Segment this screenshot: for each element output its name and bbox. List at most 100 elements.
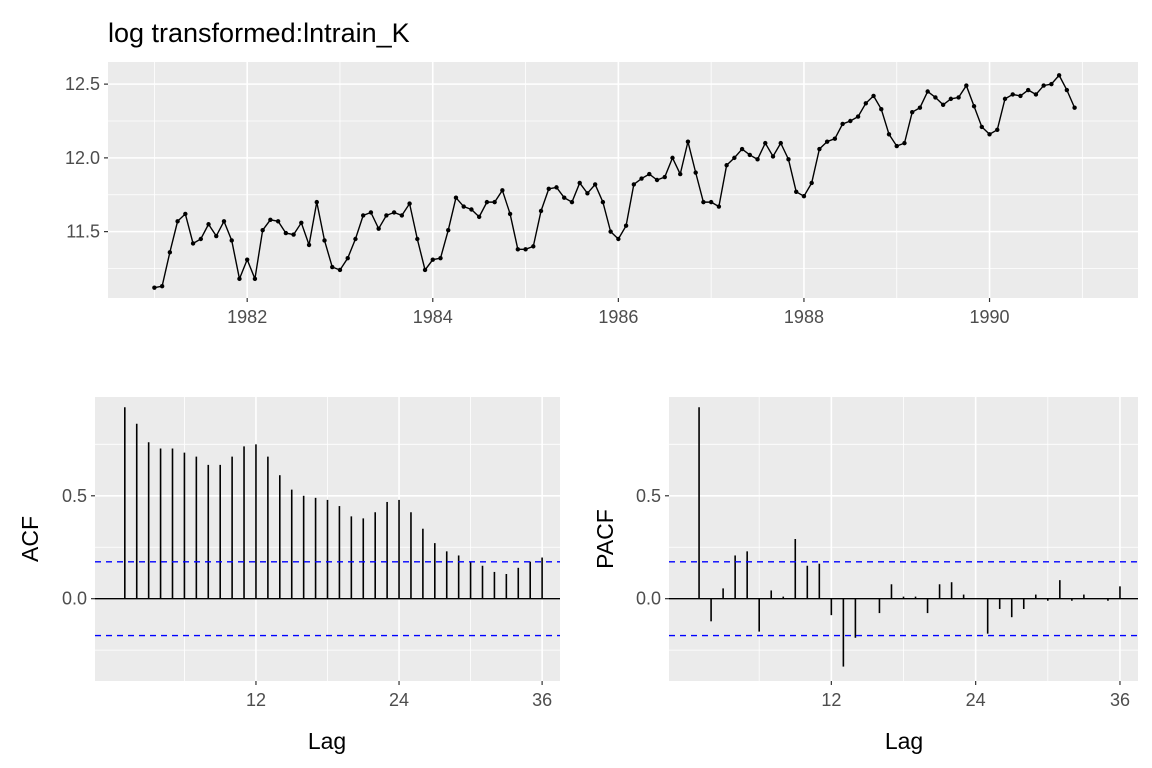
- data-point: [770, 154, 776, 159]
- data-point: [360, 213, 366, 218]
- data-point: [538, 208, 544, 214]
- y-tick-label: 0.5: [62, 486, 87, 506]
- data-point: [330, 264, 335, 270]
- data-point: [662, 174, 667, 180]
- x-tick-label: 36: [532, 690, 552, 710]
- data-point: [592, 182, 598, 187]
- data-point: [407, 201, 412, 206]
- data-point: [1072, 105, 1077, 110]
- data-point: [1056, 73, 1062, 78]
- pacf-marks: [669, 407, 1138, 667]
- x-tick-label: 24: [389, 690, 409, 710]
- data-point: [167, 250, 173, 255]
- data-point: [453, 195, 459, 200]
- data-point: [786, 157, 791, 162]
- data-point: [507, 211, 513, 217]
- data-point: [291, 232, 296, 237]
- data-point: [446, 227, 451, 233]
- acf-x-axis-title: Lag: [308, 728, 346, 754]
- data-point: [461, 204, 466, 209]
- data-point: [322, 238, 327, 243]
- data-point: [933, 95, 938, 100]
- data-point: [739, 146, 745, 152]
- data-point: [1041, 83, 1046, 88]
- data-point: [268, 217, 273, 223]
- data-point: [608, 229, 613, 234]
- data-point: [283, 230, 289, 236]
- timeseries-panel: [108, 62, 1138, 298]
- data-point: [175, 219, 180, 224]
- data-point: [600, 199, 606, 205]
- data-point: [964, 83, 969, 88]
- y-tick-label: 12.0: [65, 148, 100, 168]
- data-point: [1010, 92, 1015, 97]
- x-tick-label: 12: [821, 690, 841, 710]
- x-tick-label: 12: [246, 690, 266, 710]
- data-point: [275, 219, 281, 224]
- pacf-axes: 12 24 36 0.0 0.5: [636, 486, 1130, 710]
- data-point: [422, 267, 428, 273]
- data-point: [732, 155, 737, 161]
- data-point: [237, 276, 242, 282]
- pacf-x-axis-title: Lag: [885, 728, 923, 754]
- x-tick-label: 1982: [227, 307, 267, 327]
- timeseries-grid: [108, 62, 1138, 298]
- data-point: [159, 284, 165, 289]
- data-point: [1002, 96, 1008, 102]
- data-point: [948, 96, 954, 102]
- data-point: [484, 199, 490, 205]
- data-point: [515, 247, 521, 252]
- data-point: [523, 247, 528, 252]
- data-point: [886, 132, 892, 137]
- data-point: [1064, 87, 1070, 93]
- data-point: [778, 140, 783, 146]
- data-point: [337, 267, 343, 273]
- data-point: [569, 199, 575, 205]
- data-point: [585, 191, 590, 196]
- data-point: [368, 210, 374, 215]
- data-point: [229, 238, 234, 243]
- data-point: [824, 139, 830, 144]
- data-point: [616, 236, 621, 242]
- data-point: [430, 257, 435, 262]
- x-tick-label: 36: [1110, 690, 1130, 710]
- pacf-y-axis-title: PACF: [592, 509, 618, 569]
- data-point: [863, 101, 869, 106]
- data-point: [708, 199, 714, 205]
- chart-title: log transformed:lntrain_K: [108, 18, 410, 48]
- data-point: [183, 211, 188, 217]
- data-point: [152, 285, 157, 290]
- data-point: [438, 255, 443, 261]
- data-point: [701, 199, 706, 205]
- data-point: [678, 171, 683, 177]
- data-point: [546, 186, 551, 192]
- data-point: [747, 152, 753, 158]
- y-tick-label: 0.5: [636, 486, 661, 506]
- data-point: [894, 143, 899, 149]
- data-point: [755, 157, 760, 162]
- x-tick-label: 1990: [970, 307, 1010, 327]
- data-point: [809, 180, 814, 186]
- data-point: [879, 107, 884, 112]
- data-point: [1033, 92, 1039, 97]
- y-tick-label: 11.5: [66, 222, 100, 242]
- data-point: [244, 257, 250, 262]
- data-point: [198, 236, 203, 242]
- data-point: [415, 236, 420, 242]
- data-point: [492, 199, 497, 205]
- data-point: [1049, 81, 1054, 87]
- data-point: [925, 89, 930, 94]
- data-point: [631, 182, 637, 187]
- data-point: [562, 195, 567, 200]
- data-point: [987, 132, 992, 137]
- data-point: [1018, 93, 1023, 99]
- data-point: [940, 102, 946, 107]
- data-point: [384, 213, 389, 218]
- data-point: [577, 180, 582, 186]
- data-point: [647, 171, 652, 177]
- y-tick-label: 0.0: [636, 589, 661, 609]
- x-tick-label: 1984: [413, 307, 453, 327]
- data-point: [910, 109, 915, 115]
